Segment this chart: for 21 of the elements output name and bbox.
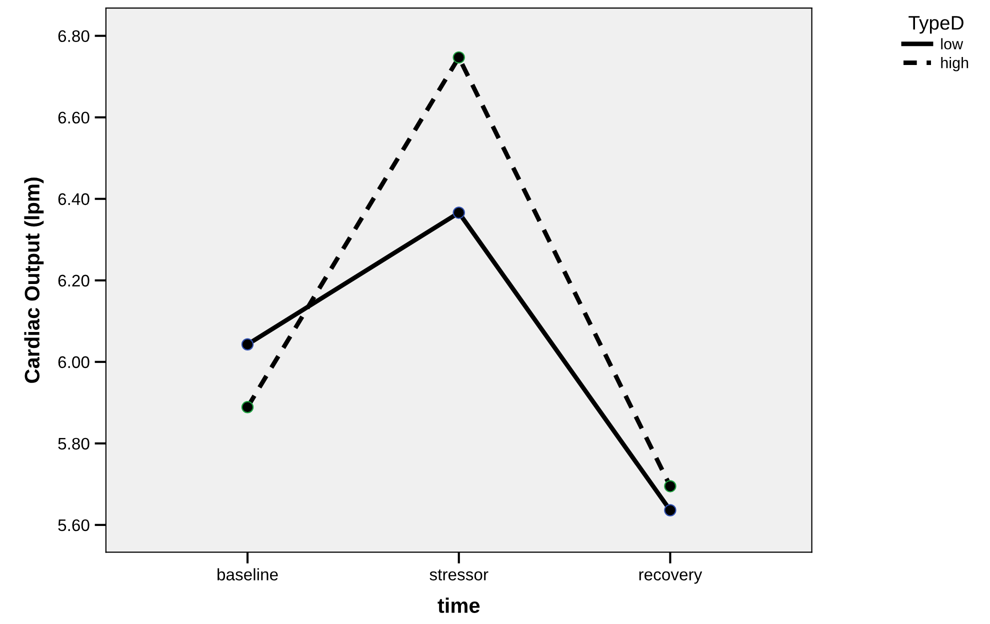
y-tick-label: 6.40 <box>58 193 90 206</box>
y-tick-label: 6.20 <box>58 274 90 287</box>
point <box>664 504 676 516</box>
point <box>452 51 465 64</box>
y-tick-label: 6.80 <box>58 30 90 42</box>
legend-title: TypeD <box>908 16 964 34</box>
point <box>241 401 254 414</box>
legend-label: high <box>941 57 968 72</box>
x-tick-label: baseline <box>218 568 278 580</box>
point <box>664 480 676 492</box>
y-axis-title: Cardiac Output (lpm) <box>24 178 44 383</box>
point <box>452 206 465 219</box>
y-tick-label: 5.80 <box>58 438 90 450</box>
y-tick-label: 6.60 <box>58 112 90 124</box>
legend-label: low <box>941 38 964 50</box>
point <box>241 338 254 350</box>
y-tick-label: 5.60 <box>58 519 90 532</box>
y-tick-label: 6.00 <box>58 356 90 368</box>
x-axis-title: time <box>438 598 480 613</box>
x-tick-label: stressor <box>430 570 488 580</box>
x-tick-label: recovery <box>639 571 702 584</box>
